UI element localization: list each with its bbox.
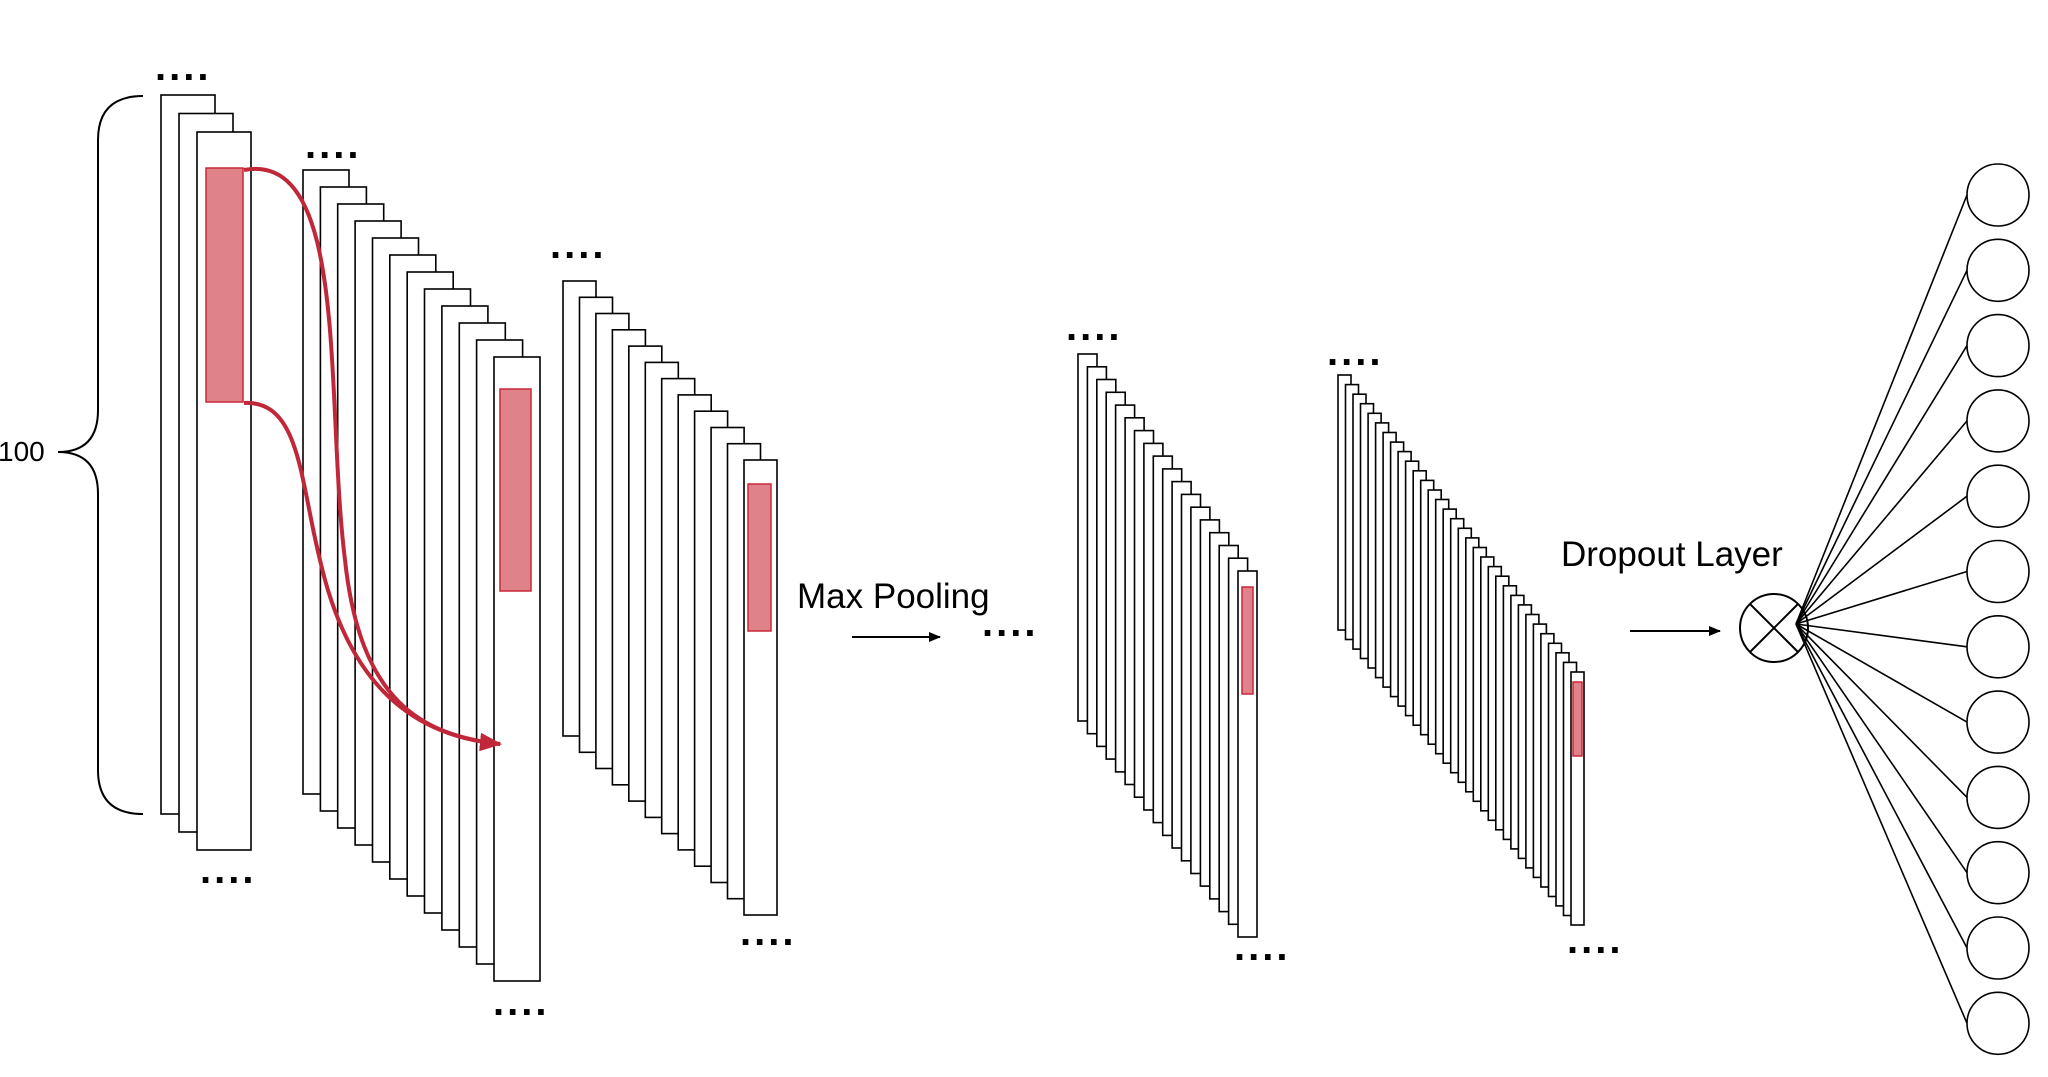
ellipsis-after-pooling: ....	[982, 601, 1038, 645]
convolution-arrow-bottom	[243, 400, 502, 752]
output-node	[1966, 163, 2030, 227]
highlighted-window	[747, 483, 772, 632]
connection-line	[1795, 623, 1968, 798]
input-embedding-stack	[160, 94, 252, 851]
max-pooling-label: Max Pooling	[797, 577, 990, 616]
output-node	[1966, 690, 2030, 754]
highlighted-window	[499, 388, 532, 592]
ellipsis-stack5-bottom: ....	[1567, 918, 1623, 962]
ellipsis-stack2-top: ....	[305, 123, 361, 167]
ellipsis-stack4-bottom: ....	[1234, 925, 1290, 969]
highlighted-window	[1241, 586, 1254, 695]
highlighted-window	[1572, 681, 1583, 757]
output-node	[1966, 389, 2030, 453]
output-node	[1966, 313, 2030, 378]
conv-layer-2-stack	[562, 280, 778, 916]
output-node	[1966, 539, 2030, 604]
connection-line	[1795, 194, 1968, 625]
output-node	[1966, 765, 2030, 830]
ellipsis-stack2-bottom: ....	[493, 980, 549, 1024]
ellipsis-stack1-top: ....	[155, 45, 211, 89]
left-curly-brace	[57, 95, 144, 815]
connection-line	[1795, 623, 1968, 1024]
output-node	[1966, 614, 2030, 679]
output-node	[1966, 464, 2030, 529]
output-node	[1966, 991, 2030, 1056]
ellipsis-stack3-bottom: ....	[740, 910, 796, 954]
conv-layer-1-stack	[302, 169, 541, 982]
dropout-layer-label: Dropout Layer	[1561, 535, 1783, 574]
connection-line	[1795, 623, 1968, 723]
connection-line	[1795, 623, 1968, 648]
pooled-stack-1	[1077, 353, 1258, 938]
brace-value-label: 100	[0, 436, 45, 467]
highlighted-window	[205, 167, 244, 403]
ellipsis-stack3-top: ....	[550, 223, 606, 267]
pooled-stack-2	[1337, 374, 1585, 926]
output-node	[1966, 840, 2030, 905]
ellipsis-stack4-top: ....	[1066, 305, 1122, 349]
connection-line	[1795, 623, 1968, 949]
output-layer	[1795, 163, 2030, 1056]
connection-line	[1795, 345, 1968, 625]
circle-x-icon	[1739, 593, 1809, 663]
ellipsis-stack5-top: ....	[1327, 330, 1383, 374]
connection-line	[1795, 420, 1968, 625]
connection-line	[1795, 269, 1968, 625]
connection-line	[1795, 623, 1968, 874]
output-node	[1966, 916, 2030, 980]
connection-line	[1795, 570, 1968, 625]
output-node	[1966, 238, 2030, 303]
connection-line	[1795, 495, 1968, 625]
ellipsis-stack1-bottom: ....	[200, 848, 256, 892]
